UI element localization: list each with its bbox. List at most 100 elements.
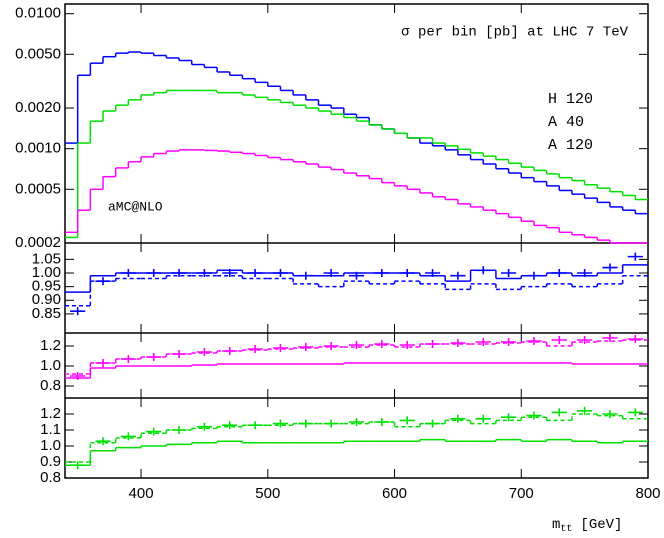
data-point bbox=[475, 414, 491, 423]
data-point bbox=[95, 437, 111, 446]
chart-title: σ per bin [pb] at LHC 7 TeV bbox=[401, 25, 628, 41]
y-tick-label: 1.1 bbox=[40, 421, 61, 438]
data-point bbox=[526, 411, 542, 420]
data-point bbox=[475, 266, 491, 275]
y-tick-label: 0.8 bbox=[40, 469, 61, 486]
data-point bbox=[70, 307, 86, 316]
data-point bbox=[120, 355, 136, 363]
data-point bbox=[602, 263, 618, 272]
data-point bbox=[146, 427, 162, 436]
data-point bbox=[247, 345, 263, 353]
data-point bbox=[323, 269, 339, 277]
data-point bbox=[298, 419, 314, 428]
data-point bbox=[272, 419, 289, 428]
data-point bbox=[627, 335, 643, 343]
data-point bbox=[551, 269, 567, 277]
y-tick-label: 0.85 bbox=[32, 305, 61, 322]
x-tick-label: 400 bbox=[129, 485, 154, 502]
data-point bbox=[577, 336, 593, 344]
data-point bbox=[424, 340, 441, 348]
data-point bbox=[222, 421, 238, 430]
x-tick-label: 800 bbox=[635, 485, 660, 502]
x-axis-label: mtt [GeV] bbox=[552, 517, 622, 535]
data-point bbox=[399, 416, 415, 425]
data-point bbox=[500, 413, 517, 422]
y-tick-label: 0.0005 bbox=[15, 180, 61, 197]
x-tick-label: 600 bbox=[382, 485, 407, 502]
data-point bbox=[374, 418, 390, 426]
data-point bbox=[70, 461, 86, 470]
data-point bbox=[171, 350, 187, 358]
data-point bbox=[348, 341, 365, 349]
data-point bbox=[323, 419, 339, 428]
data-point bbox=[500, 269, 517, 277]
data-point bbox=[95, 359, 111, 367]
annotation: aMC@NLO bbox=[108, 199, 163, 214]
data-point bbox=[272, 269, 289, 277]
y-tick-label: 0.9 bbox=[40, 453, 61, 470]
data-point bbox=[247, 269, 263, 277]
data-point bbox=[627, 408, 643, 417]
y-tick-label: 0.0010 bbox=[15, 140, 61, 157]
data-point bbox=[627, 252, 643, 261]
legend-entry: A 40 bbox=[548, 114, 584, 131]
x-tick-label: 700 bbox=[509, 485, 534, 502]
data-point bbox=[374, 340, 390, 348]
data-point bbox=[247, 421, 263, 430]
data-point bbox=[602, 334, 618, 342]
data-point bbox=[298, 343, 314, 351]
data-point bbox=[399, 269, 415, 277]
data-point bbox=[70, 372, 86, 380]
data-point bbox=[120, 269, 136, 277]
data-point bbox=[298, 271, 314, 280]
y-tick-label: 0.8 bbox=[40, 377, 61, 394]
y-tick-label: 0.90 bbox=[32, 291, 61, 308]
data-point bbox=[146, 269, 162, 277]
y-tick-label: 1.2 bbox=[40, 337, 61, 354]
data-point bbox=[348, 418, 365, 426]
data-point bbox=[323, 342, 339, 350]
data-point bbox=[450, 339, 466, 347]
legend-entry: A 120 bbox=[548, 137, 593, 154]
data-point bbox=[450, 414, 466, 423]
data-point bbox=[424, 269, 441, 277]
x-label-main: m bbox=[552, 517, 560, 533]
data-point bbox=[272, 344, 289, 352]
y-tick-label: 0.0100 bbox=[15, 5, 61, 22]
frame bbox=[64, 3, 649, 479]
y-tick-label: 0.0050 bbox=[15, 45, 61, 62]
data-point bbox=[196, 269, 213, 277]
data-point bbox=[577, 406, 593, 415]
data-point bbox=[399, 341, 415, 349]
y-tick-label: 0.95 bbox=[32, 278, 61, 295]
data-point bbox=[222, 347, 238, 355]
data-point bbox=[577, 269, 593, 277]
x-label-sub: tt bbox=[560, 524, 572, 535]
data-point bbox=[196, 422, 213, 431]
data-point bbox=[424, 419, 441, 428]
legend-entry: H 120 bbox=[548, 91, 593, 108]
x-tick-label: 500 bbox=[255, 485, 280, 502]
y-tick-label: 1.00 bbox=[32, 264, 61, 281]
data-point bbox=[475, 338, 491, 346]
data-point bbox=[196, 348, 213, 356]
y-tick-label: 1.0 bbox=[40, 437, 61, 454]
data-point bbox=[551, 336, 567, 344]
data-point bbox=[551, 408, 567, 417]
data-point bbox=[348, 271, 365, 280]
data-point bbox=[171, 269, 187, 277]
data-point bbox=[500, 338, 517, 346]
y-tick-label: 0.0020 bbox=[15, 99, 61, 116]
x-label-unit: [GeV] bbox=[580, 517, 622, 533]
y-tick-label: 1.0 bbox=[40, 357, 61, 374]
data-point bbox=[526, 271, 542, 280]
data-point bbox=[120, 432, 136, 441]
data-point bbox=[171, 426, 187, 434]
y-tick-label: 1.05 bbox=[32, 250, 61, 267]
y-tick-label: 1.2 bbox=[40, 405, 61, 422]
y-tick-label: 0.0002 bbox=[15, 234, 61, 251]
data-point bbox=[95, 277, 111, 286]
data-point bbox=[450, 271, 466, 280]
